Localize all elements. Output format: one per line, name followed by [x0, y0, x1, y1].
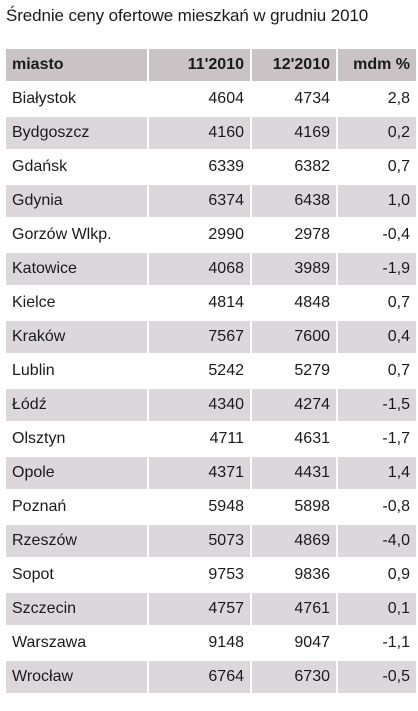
- price-nov-cell: 4604: [149, 83, 250, 115]
- mdm-percent-cell: 1,4: [338, 457, 416, 489]
- price-dec-cell: 4274: [252, 389, 336, 421]
- mdm-percent-cell: -1,5: [338, 389, 416, 421]
- table-row: Gdynia 6374 6438 1,0: [6, 185, 416, 217]
- price-nov-cell: 4371: [149, 457, 250, 489]
- mdm-percent-cell: 0,9: [338, 559, 416, 591]
- table-row: Lublin 5242 5279 0,7: [6, 355, 416, 387]
- price-dec-cell: 4848: [252, 287, 336, 319]
- price-dec-cell: 4869: [252, 525, 336, 557]
- city-cell: Gdańsk: [6, 151, 147, 183]
- price-nov-cell: 6374: [149, 185, 250, 217]
- column-header-mdm-percent: mdm %: [338, 49, 416, 81]
- table-body: Białystok 4604 4734 2,8 Bydgoszcz 4160 4169 0,2…: [6, 83, 416, 693]
- mdm-percent-cell: -0,8: [338, 491, 416, 523]
- mdm-percent-cell: 0,4: [338, 321, 416, 353]
- price-dec-cell: 5898: [252, 491, 336, 523]
- table-row: Wrocław 6764 6730 -0,5: [6, 661, 416, 693]
- price-dec-cell: 2978: [252, 219, 336, 251]
- price-nov-cell: 4757: [149, 593, 250, 625]
- column-header-city: miasto: [6, 49, 147, 81]
- price-nov-cell: 2990: [149, 219, 250, 251]
- price-dec-cell: 7600: [252, 321, 336, 353]
- city-cell: Kraków: [6, 321, 147, 353]
- price-nov-cell: 6339: [149, 151, 250, 183]
- price-nov-cell: 9753: [149, 559, 250, 591]
- mdm-percent-cell: -0,5: [338, 661, 416, 693]
- table-row: Bydgoszcz 4160 4169 0,2: [6, 117, 416, 149]
- city-cell: Lublin: [6, 355, 147, 387]
- table-row: Warszawa 9148 9047 -1,1: [6, 627, 416, 659]
- table-row: Gorzów Wlkp. 2990 2978 -0,4: [6, 219, 416, 251]
- city-cell: Poznań: [6, 491, 147, 523]
- table-row: Opole 4371 4431 1,4: [6, 457, 416, 489]
- city-cell: Wrocław: [6, 661, 147, 693]
- table-row: Katowice 4068 3989 -1,9: [6, 253, 416, 285]
- price-nov-cell: 6764: [149, 661, 250, 693]
- price-nov-cell: 4068: [149, 253, 250, 285]
- table-row: Rzeszów 5073 4869 -4,0: [6, 525, 416, 557]
- price-dec-cell: 4761: [252, 593, 336, 625]
- city-cell: Warszawa: [6, 627, 147, 659]
- city-cell: Gdynia: [6, 185, 147, 217]
- mdm-percent-cell: 0,1: [338, 593, 416, 625]
- mdm-percent-cell: 1,0: [338, 185, 416, 217]
- price-nov-cell: 7567: [149, 321, 250, 353]
- table-row: Poznań 5948 5898 -0,8: [6, 491, 416, 523]
- mdm-percent-cell: 0,7: [338, 355, 416, 387]
- price-dec-cell: 5279: [252, 355, 336, 387]
- price-nov-cell: 5242: [149, 355, 250, 387]
- mdm-percent-cell: -1,7: [338, 423, 416, 455]
- city-cell: Rzeszów: [6, 525, 147, 557]
- price-dec-cell: 9047: [252, 627, 336, 659]
- page-title: Średnie ceny ofertowe mieszkań w grudniu…: [6, 6, 369, 25]
- city-cell: Sopot: [6, 559, 147, 591]
- city-cell: Łódź: [6, 389, 147, 421]
- table-row: Kielce 4814 4848 0,7: [6, 287, 416, 319]
- table-row: Kraków 7567 7600 0,4: [6, 321, 416, 353]
- city-cell: Gorzów Wlkp.: [6, 219, 147, 251]
- mdm-percent-cell: 0,7: [338, 287, 416, 319]
- price-dec-cell: 6382: [252, 151, 336, 183]
- price-nov-cell: 5073: [149, 525, 250, 557]
- table-row: Łódź 4340 4274 -1,5: [6, 389, 416, 421]
- city-cell: Białystok: [6, 83, 147, 115]
- price-nov-cell: 9148: [149, 627, 250, 659]
- table-row: Gdańsk 6339 6382 0,7: [6, 151, 416, 183]
- price-nov-cell: 5948: [149, 491, 250, 523]
- table-row: Sopot 9753 9836 0,9: [6, 559, 416, 591]
- mdm-percent-cell: -1,9: [338, 253, 416, 285]
- column-header-nov-2010: 11'2010: [149, 49, 250, 81]
- price-dec-cell: 4169: [252, 117, 336, 149]
- city-cell: Olsztyn: [6, 423, 147, 455]
- price-dec-cell: 6438: [252, 185, 336, 217]
- price-dec-cell: 3989: [252, 253, 336, 285]
- price-table: miasto 11'2010 12'2010 mdm % Białystok 46…: [4, 47, 418, 695]
- city-cell: Kielce: [6, 287, 147, 319]
- price-nov-cell: 4340: [149, 389, 250, 421]
- mdm-percent-cell: -0,4: [338, 219, 416, 251]
- table-header-row: miasto 11'2010 12'2010 mdm %: [6, 49, 416, 81]
- price-dec-cell: 4734: [252, 83, 336, 115]
- mdm-percent-cell: 0,7: [338, 151, 416, 183]
- city-cell: Bydgoszcz: [6, 117, 147, 149]
- price-dec-cell: 9836: [252, 559, 336, 591]
- mdm-percent-cell: 0,2: [338, 117, 416, 149]
- table-row: Szczecin 4757 4761 0,1: [6, 593, 416, 625]
- column-header-dec-2010: 12'2010: [252, 49, 336, 81]
- price-dec-cell: 4431: [252, 457, 336, 489]
- price-nov-cell: 4711: [149, 423, 250, 455]
- mdm-percent-cell: 2,8: [338, 83, 416, 115]
- mdm-percent-cell: -1,1: [338, 627, 416, 659]
- city-cell: Opole: [6, 457, 147, 489]
- city-cell: Szczecin: [6, 593, 147, 625]
- table-row: Olsztyn 4711 4631 -1,7: [6, 423, 416, 455]
- city-cell: Katowice: [6, 253, 147, 285]
- mdm-percent-cell: -4,0: [338, 525, 416, 557]
- price-nov-cell: 4814: [149, 287, 250, 319]
- price-dec-cell: 4631: [252, 423, 336, 455]
- price-dec-cell: 6730: [252, 661, 336, 693]
- table-row: Białystok 4604 4734 2,8: [6, 83, 416, 115]
- price-nov-cell: 4160: [149, 117, 250, 149]
